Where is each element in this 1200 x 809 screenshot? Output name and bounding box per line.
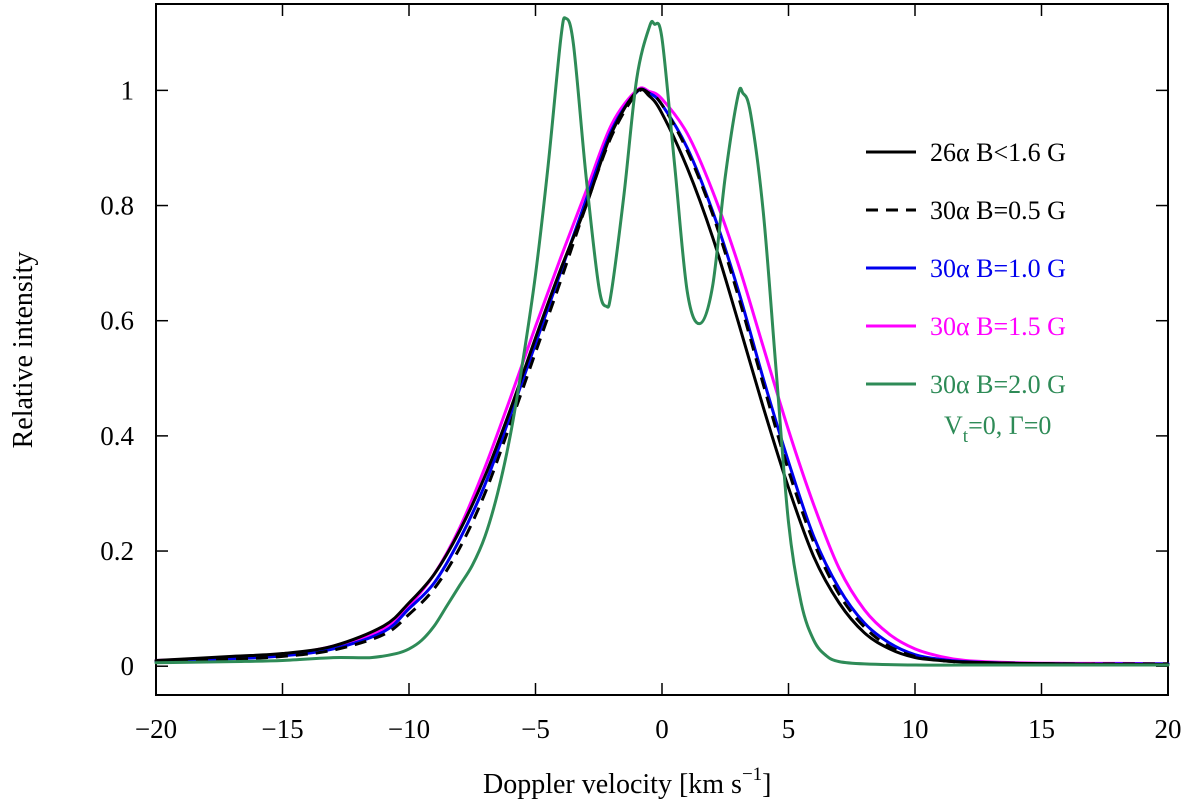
y-tick-label: 0 bbox=[121, 651, 135, 681]
y-tick-label: 0.8 bbox=[100, 191, 134, 221]
x-tick-label: 0 bbox=[655, 714, 669, 744]
series-line-0 bbox=[154, 87, 1170, 667]
legend: 26α B<1.6 G 30α B=0.5 G 30α B=1.0 G 30α B=1… bbox=[866, 138, 1066, 447]
legend-label: 30α B=0.5 G bbox=[930, 196, 1066, 225]
series-line-4 bbox=[154, 16, 1170, 667]
x-tick-label: 20 bbox=[1155, 714, 1182, 744]
y-tick-label: 1 bbox=[121, 75, 135, 105]
x-tick-label: −10 bbox=[388, 714, 430, 744]
x-tick-label: 15 bbox=[1028, 714, 1055, 744]
series-lines bbox=[154, 16, 1170, 667]
x-axis-label: Doppler velocity [km s−1] bbox=[483, 764, 772, 800]
x-axis-unit-exponent: −1 bbox=[742, 764, 762, 785]
x-tick-label: 10 bbox=[902, 714, 929, 744]
y-tick-label: 0.6 bbox=[100, 306, 134, 336]
legend-label: 30α B=2.0 G bbox=[930, 370, 1066, 399]
legend-label: 30α B=1.5 G bbox=[930, 312, 1066, 341]
legend-label: 26α B<1.6 G bbox=[930, 138, 1066, 167]
x-tick-label: 5 bbox=[782, 714, 796, 744]
y-axis-label: Relative intensity bbox=[8, 252, 39, 449]
x-tick-label: −5 bbox=[521, 714, 550, 744]
x-tick-labels: −20 −15 −10 −5 0 5 10 15 20 bbox=[135, 714, 1182, 744]
plot-frame bbox=[155, 3, 1169, 696]
x-axis-label-close: ] bbox=[762, 769, 771, 800]
legend-label: 30α B=1.0 G bbox=[930, 254, 1066, 283]
x-tick-label: −20 bbox=[135, 714, 177, 744]
legend-note: Vt=0, Γ=0 bbox=[944, 411, 1051, 447]
y-tick-label: 0.2 bbox=[100, 536, 134, 566]
x-axis-label-text: Doppler velocity [km s bbox=[483, 769, 742, 800]
axis-ticks bbox=[155, 4, 1169, 695]
x-tick-label: −15 bbox=[261, 714, 303, 744]
y-tick-label: 0.4 bbox=[100, 421, 134, 451]
y-tick-labels: 0 0.2 0.4 0.6 0.8 1 bbox=[100, 75, 134, 681]
